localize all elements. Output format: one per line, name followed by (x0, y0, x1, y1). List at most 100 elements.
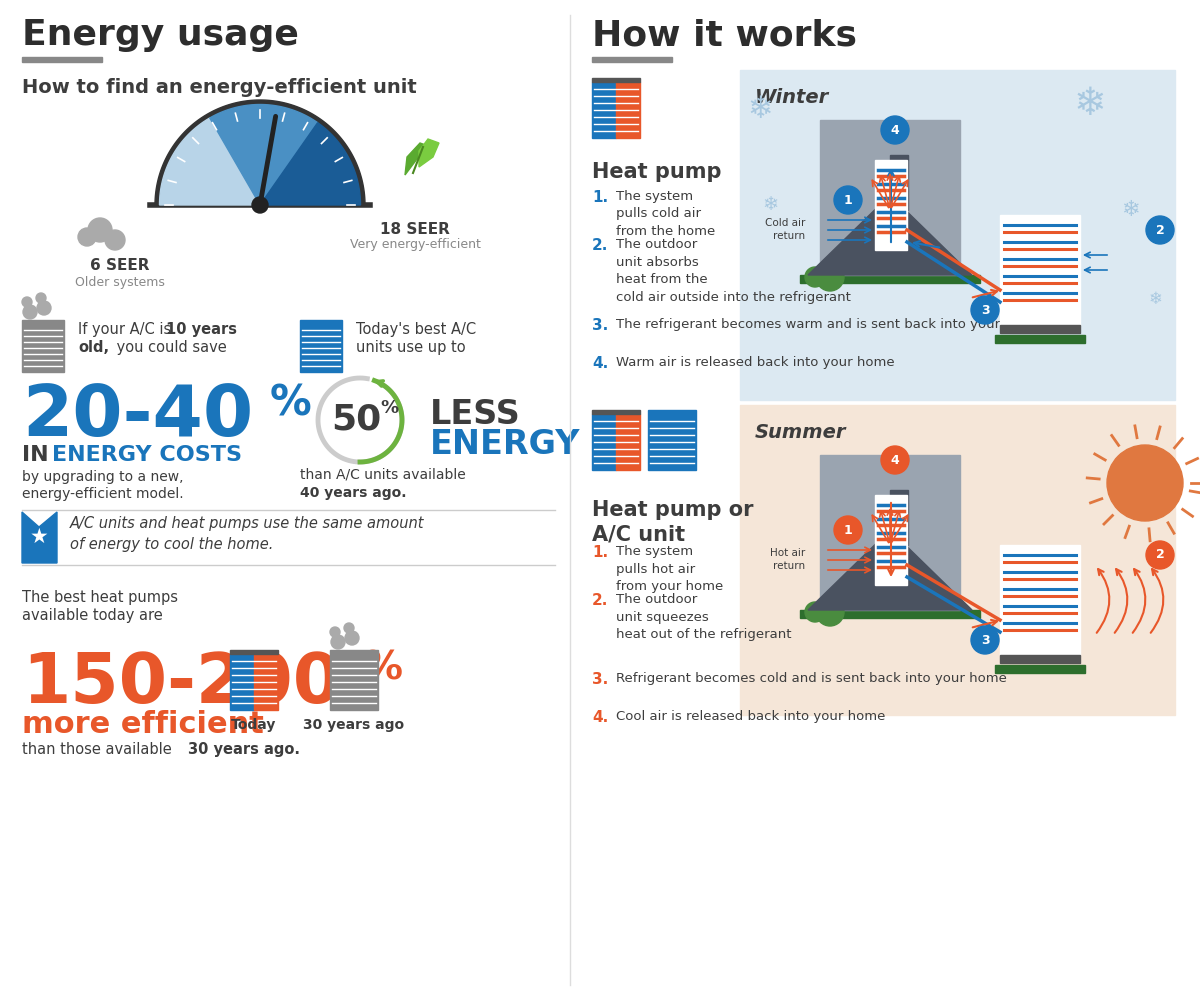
Circle shape (88, 218, 112, 242)
Text: by upgrading to a new,: by upgrading to a new, (22, 470, 184, 484)
Bar (875, 160, 907, 250)
Text: %: % (270, 382, 312, 424)
Text: The outdoor
unit squeezes
heat out of the refrigerant: The outdoor unit squeezes heat out of th… (616, 593, 792, 641)
Text: ❄: ❄ (1121, 200, 1139, 220)
Circle shape (344, 623, 354, 633)
Circle shape (1108, 445, 1183, 521)
Text: Cold air
return: Cold air return (764, 218, 805, 241)
Polygon shape (155, 100, 365, 205)
Text: How to find an energy-efficient unit: How to find an energy-efficient unit (22, 78, 416, 97)
Circle shape (816, 263, 844, 291)
Text: The outdoor
unit absorbs
heat from the
cold air outside into the refrigerant: The outdoor unit absorbs heat from the c… (616, 238, 851, 304)
Circle shape (1146, 216, 1174, 244)
Text: 30 years ago.: 30 years ago. (188, 742, 300, 757)
Text: The system
pulls cold air
from the home: The system pulls cold air from the home (616, 190, 715, 238)
Text: Winter: Winter (755, 88, 829, 107)
Circle shape (805, 602, 826, 622)
Bar (592, 410, 640, 414)
Bar (800, 610, 980, 618)
Text: Cool air is released back into your home: Cool air is released back into your home (616, 710, 886, 723)
Bar (254, 654, 278, 710)
Text: ENERGY: ENERGY (430, 428, 581, 461)
Text: 3.: 3. (592, 318, 608, 333)
Text: 3.: 3. (592, 672, 608, 687)
Text: 150-200: 150-200 (22, 650, 341, 717)
Bar (1000, 655, 1080, 663)
Text: ❄: ❄ (1148, 290, 1162, 308)
Text: %: % (380, 399, 398, 417)
Bar (230, 654, 254, 710)
Text: more efficient: more efficient (22, 710, 264, 739)
Bar (230, 650, 278, 654)
Text: 10 years: 10 years (166, 322, 238, 337)
Circle shape (1146, 541, 1174, 569)
Text: 2.: 2. (592, 238, 608, 253)
Text: 1: 1 (844, 194, 852, 207)
Polygon shape (22, 512, 58, 563)
Text: 4.: 4. (592, 356, 608, 371)
Text: 6 SEER: 6 SEER (90, 258, 150, 273)
Bar (592, 82, 616, 138)
Text: ❄: ❄ (1074, 85, 1106, 123)
Text: Today: Today (232, 718, 277, 732)
Text: than those available: than those available (22, 742, 176, 757)
Bar (330, 650, 378, 710)
Text: The refrigerant becomes warm and is sent back into your home: The refrigerant becomes warm and is sent… (616, 318, 1042, 331)
Text: 1.: 1. (592, 190, 608, 205)
Text: ❄: ❄ (748, 95, 773, 124)
Polygon shape (160, 118, 260, 205)
Text: 18 SEER: 18 SEER (380, 222, 450, 237)
Text: 2: 2 (1156, 548, 1164, 561)
Text: 50: 50 (331, 403, 382, 437)
Circle shape (971, 626, 998, 654)
Text: Warm air is released back into your home: Warm air is released back into your home (616, 356, 895, 369)
Bar (820, 120, 960, 275)
Text: you could save: you could save (112, 340, 227, 355)
Text: Energy usage: Energy usage (22, 18, 299, 52)
Text: available today are: available today are (22, 608, 163, 623)
Bar (995, 665, 1085, 673)
Text: Very energy-efficient: Very energy-efficient (349, 238, 480, 251)
Text: 1: 1 (844, 523, 852, 536)
Circle shape (881, 446, 910, 474)
Text: energy-efficient model.: energy-efficient model. (22, 487, 184, 501)
Bar (1000, 215, 1080, 325)
Circle shape (834, 516, 862, 544)
Text: The system
pulls hot air
from your home: The system pulls hot air from your home (616, 545, 724, 593)
Text: If your A/C is: If your A/C is (78, 322, 176, 337)
Bar (648, 410, 696, 470)
Text: How it works: How it works (592, 18, 857, 52)
Polygon shape (260, 123, 360, 205)
Bar (995, 335, 1085, 343)
Text: 20-40: 20-40 (22, 382, 253, 451)
Bar (592, 414, 616, 470)
Text: 4: 4 (890, 124, 899, 137)
Text: Heat pump: Heat pump (592, 162, 721, 182)
Text: Today's best A/C: Today's best A/C (356, 322, 476, 337)
Text: %: % (364, 650, 403, 688)
Bar (1000, 325, 1080, 333)
Bar (22, 320, 64, 372)
Bar (820, 455, 960, 610)
Text: 13 SEER: 13 SEER (222, 105, 298, 123)
Text: 1.: 1. (592, 545, 608, 560)
Circle shape (834, 186, 862, 214)
Text: 2.: 2. (592, 593, 608, 608)
Text: Refrigerant becomes cold and is sent back into your home: Refrigerant becomes cold and is sent bac… (616, 672, 1007, 685)
Circle shape (971, 296, 998, 324)
Text: ★: ★ (30, 527, 48, 547)
Bar (592, 78, 640, 82)
Text: than A/C units available: than A/C units available (300, 468, 466, 482)
Bar (740, 405, 1175, 715)
Circle shape (37, 301, 50, 315)
Text: IN: IN (22, 445, 56, 465)
Polygon shape (406, 143, 431, 175)
Circle shape (346, 631, 359, 645)
Text: 3: 3 (980, 633, 989, 646)
Text: Hot air
return: Hot air return (769, 548, 805, 571)
Bar (616, 414, 640, 470)
Text: units use up to: units use up to (356, 340, 466, 355)
Text: Heat pump or
A/C unit: Heat pump or A/C unit (592, 500, 754, 544)
Polygon shape (808, 530, 972, 610)
Circle shape (78, 228, 96, 246)
